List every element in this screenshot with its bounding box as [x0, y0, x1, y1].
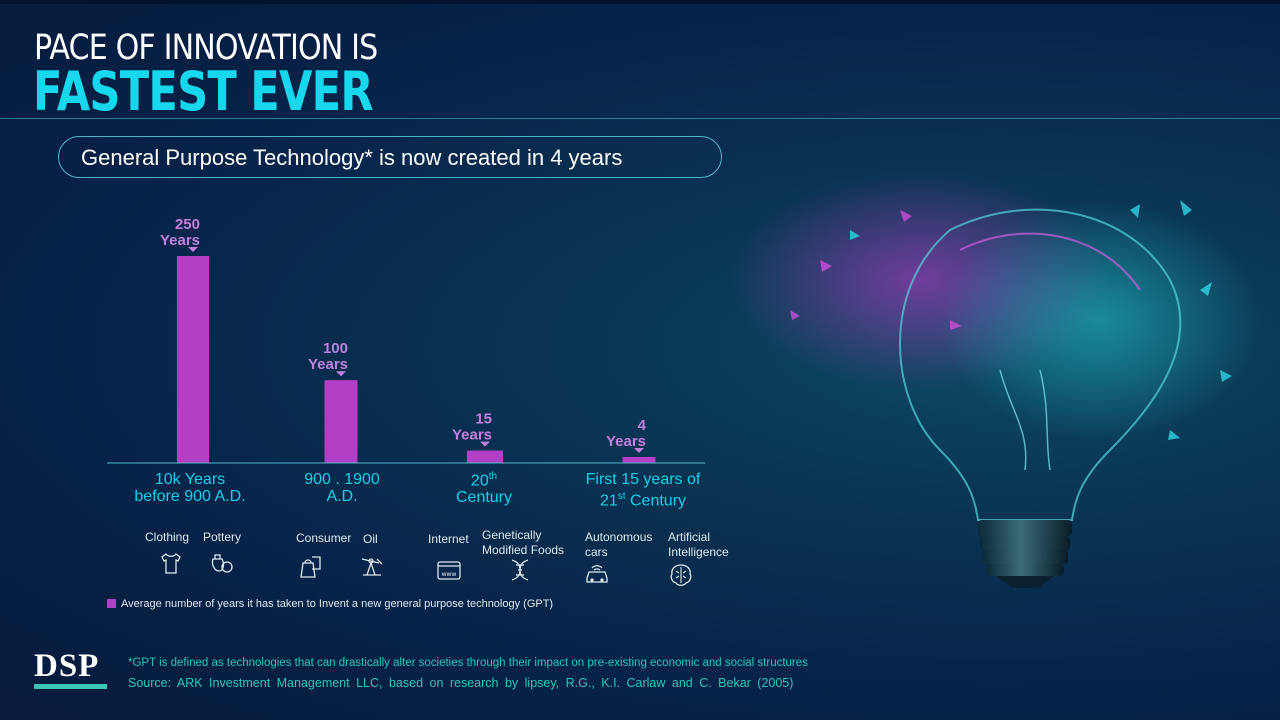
bar-unit-label-0: Years [160, 232, 200, 249]
logo-underline [34, 684, 107, 689]
bar-pointer-3 [634, 448, 644, 453]
x-label-20th-century: 20th Century [455, 471, 513, 507]
bar-value-label-3: 4 [638, 417, 647, 434]
bar-value-label-1: 100 [323, 340, 348, 357]
tech-label-internet: Internet [428, 532, 469, 546]
tech-label-autonomous-cars: Autonomous cars [585, 530, 653, 559]
bar-value-label-0: 250 [175, 216, 200, 233]
page-title-line1: PACE OF INNOVATION IS [34, 28, 378, 68]
dna-icon [511, 559, 529, 581]
bar-2 [467, 450, 503, 463]
bar-value-label-2: 15 [475, 411, 492, 428]
pottery-icon [211, 554, 233, 573]
tech-label-clothing: Clothing [145, 530, 190, 544]
x-label-10k-years: 10k Years before 900 A.D. [134, 471, 246, 505]
gpt-definition-note: *GPT is defined as technologies that can… [128, 657, 808, 669]
subtitle-pill: General Purpose Technology* is now creat… [58, 136, 722, 178]
bar-pointer-2 [480, 441, 490, 447]
bar-0 [177, 256, 209, 463]
legend-label: Average number of years it has taken to … [121, 598, 554, 610]
title-divider [0, 118, 1280, 119]
x-label-900-1900: 900 . 1900 A.D. [304, 471, 380, 505]
consumer-goods-icon [300, 556, 321, 578]
x-label-21st-century: First 15 years of 21st Century [585, 471, 701, 510]
svg-text:www: www [442, 571, 457, 578]
top-border [0, 0, 1280, 4]
bar-pointer-1 [336, 371, 346, 377]
ai-brain-icon [670, 564, 692, 586]
internet-browser-icon: www [437, 561, 461, 580]
dsp-logo: DSP [34, 648, 100, 684]
page-title-line2: FASTEST EVER [33, 60, 374, 123]
tshirt-icon [161, 553, 181, 574]
bar-1 [324, 380, 358, 463]
tech-label-consumer: Consumer [296, 531, 352, 545]
autonomous-car-icon [586, 565, 608, 583]
tech-label-ai: Artificial Intelligence [668, 530, 729, 559]
bar-pointer-0 [188, 247, 198, 252]
bar-unit-label-1: Years [308, 356, 348, 373]
bar-unit-label-3: Years [606, 433, 646, 450]
tech-label-pottery: Pottery [203, 530, 242, 544]
bar-unit-label-2: Years [452, 427, 492, 444]
source-citation: Source: ARK Investment Management LLC, b… [128, 676, 794, 690]
chart-legend: Average number of years it has taken to … [107, 598, 553, 610]
bar-3 [622, 457, 656, 463]
legend-swatch [107, 599, 116, 608]
tech-label-oil: Oil [363, 532, 378, 546]
tech-label-gm-foods: Genetically Modified Foods [482, 528, 565, 557]
oil-pump-icon [361, 558, 383, 576]
shattered-bulb-illustration [730, 170, 1260, 588]
